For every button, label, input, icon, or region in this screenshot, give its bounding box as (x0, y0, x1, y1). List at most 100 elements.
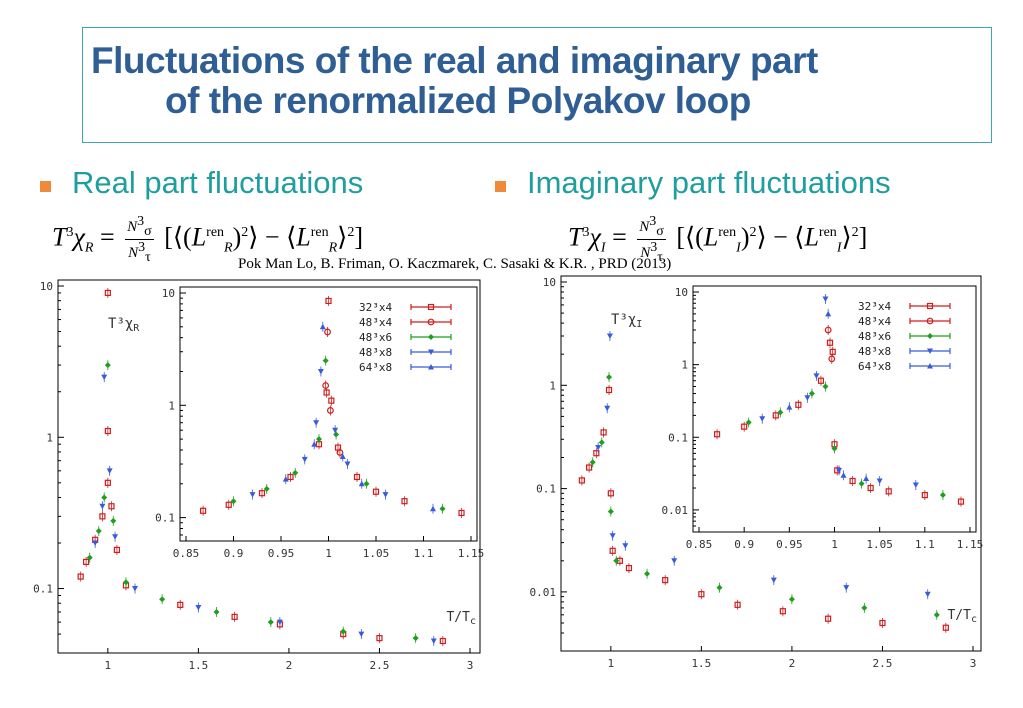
formula-imaginary: T3χI = N3σ N3τ [⟨(LrenI)2⟩ − ⟨LrenI⟩2] (568, 214, 868, 265)
citation: Pok Man Lo, B. Friman, O. Kaczmarek, C. … (238, 256, 672, 272)
data-point (322, 357, 329, 364)
data-point (213, 608, 220, 615)
data-point (322, 382, 330, 389)
inset-real-xtick-label: 1.05 (363, 547, 390, 560)
inset-real-ytick-label: 10 (162, 287, 175, 300)
data-point (287, 473, 294, 481)
data-point (122, 579, 129, 586)
legend-marker (926, 317, 934, 325)
data-point (795, 401, 802, 408)
data-point (858, 480, 865, 487)
data-point (333, 431, 340, 438)
data-point (863, 475, 870, 482)
main-imag-ylabel: T³χI (611, 312, 642, 330)
main-real-xtick-label: 2.5 (370, 659, 390, 672)
data-point (95, 528, 102, 535)
data-point (734, 601, 741, 608)
main-real-ytick-label: 10 (40, 280, 53, 293)
data-point (101, 494, 108, 501)
data-point (786, 404, 793, 410)
legend-marker (926, 302, 934, 310)
main-real-xtick-label: 1 (105, 659, 112, 672)
data-point (358, 480, 365, 487)
inset-real-xtick-label: 0.95 (268, 547, 295, 560)
main-imag-xtick-label: 1.5 (691, 657, 711, 670)
data-point (613, 557, 620, 564)
inset-imag-ytick-label: 0.1 (668, 431, 688, 444)
inset-imag-xtick-label: 0.95 (776, 538, 803, 551)
data-point (132, 586, 138, 592)
legend-label: 48³x6 (359, 331, 392, 344)
data-point (849, 477, 856, 485)
legend-marker (927, 363, 933, 369)
data-point (113, 546, 120, 554)
data-point (606, 333, 613, 340)
inset-real-series-48³x6 (230, 355, 446, 514)
bullet-square-right (495, 181, 506, 192)
data-point (324, 328, 331, 336)
legend-label: 32³x4 (858, 300, 891, 313)
inset-imag-series-64³x8 (786, 308, 870, 484)
legend-label: 64³x8 (359, 361, 392, 374)
main-imag-xtick-label: 1 (608, 657, 615, 670)
data-point (439, 637, 446, 645)
data-point (282, 476, 289, 482)
data-point (671, 558, 678, 564)
inset-imag-xtick-label: 0.85 (686, 538, 713, 551)
main-imag-ytick-label: 1 (549, 379, 556, 392)
inset-imag-legend: 32³x4 48³x4 48³x6 48³x8 64³x8 (858, 300, 951, 373)
main-real-xtick-label: 3 (467, 659, 474, 672)
data-point (586, 464, 593, 471)
data-point (607, 490, 614, 497)
data-point (104, 289, 111, 297)
data-point (772, 412, 779, 419)
data-point (319, 323, 326, 330)
data-point (86, 554, 93, 561)
inset-imag-xtick-label: 1.05 (866, 538, 893, 551)
inset-imag-series-48³x4 (824, 324, 836, 364)
data-point (363, 480, 370, 487)
data-point (822, 383, 829, 390)
inset-imag-xtick-label: 0.9 (734, 538, 754, 551)
main-imag-xtick-label: 2 (789, 657, 796, 670)
data-point (104, 427, 111, 435)
inset-real-series-64³x8 (282, 321, 436, 514)
main-real-xlabel: T/Tc (446, 610, 476, 627)
data-point (957, 498, 965, 505)
main-real-xtick-label: 2 (286, 659, 293, 672)
data-point (933, 611, 940, 618)
data-point (644, 570, 651, 577)
data-point (77, 573, 84, 580)
inset-real-series-48³x8 (249, 366, 389, 500)
data-point (804, 395, 811, 401)
data-point (828, 355, 836, 363)
inset-real-frame (179, 286, 478, 542)
data-point (829, 348, 836, 355)
data-point (372, 488, 380, 495)
data-point (263, 485, 270, 492)
main-real-xtick-label: 1.5 (188, 659, 208, 672)
main-real-ytick-label: 1 (46, 431, 53, 444)
inset-imag-xtick-label: 1.15 (957, 538, 984, 551)
data-point (921, 491, 928, 499)
data-point (83, 558, 90, 566)
data-point (759, 416, 766, 422)
legend-marker (427, 318, 435, 326)
inset-real-series-32³x4 (200, 295, 465, 518)
data-point (376, 635, 383, 642)
data-point (92, 540, 99, 547)
data-point (401, 498, 408, 505)
data-point (578, 477, 585, 484)
data-point (713, 431, 721, 438)
inset-real-chart: 0.85 0.9 0.95 1 1.05 1.1 1.15 10 1 0.1 32³x4 48³x4 4… (155, 286, 484, 560)
data-point (745, 419, 752, 426)
data-point (112, 534, 119, 540)
data-point (825, 615, 832, 622)
legend-label: 64³x8 (858, 360, 891, 373)
data-point (230, 498, 237, 505)
bullet-real: Real part fluctuations (72, 165, 364, 200)
inset-imag-frame (692, 285, 977, 533)
data-point (604, 405, 611, 412)
data-point (249, 492, 256, 498)
